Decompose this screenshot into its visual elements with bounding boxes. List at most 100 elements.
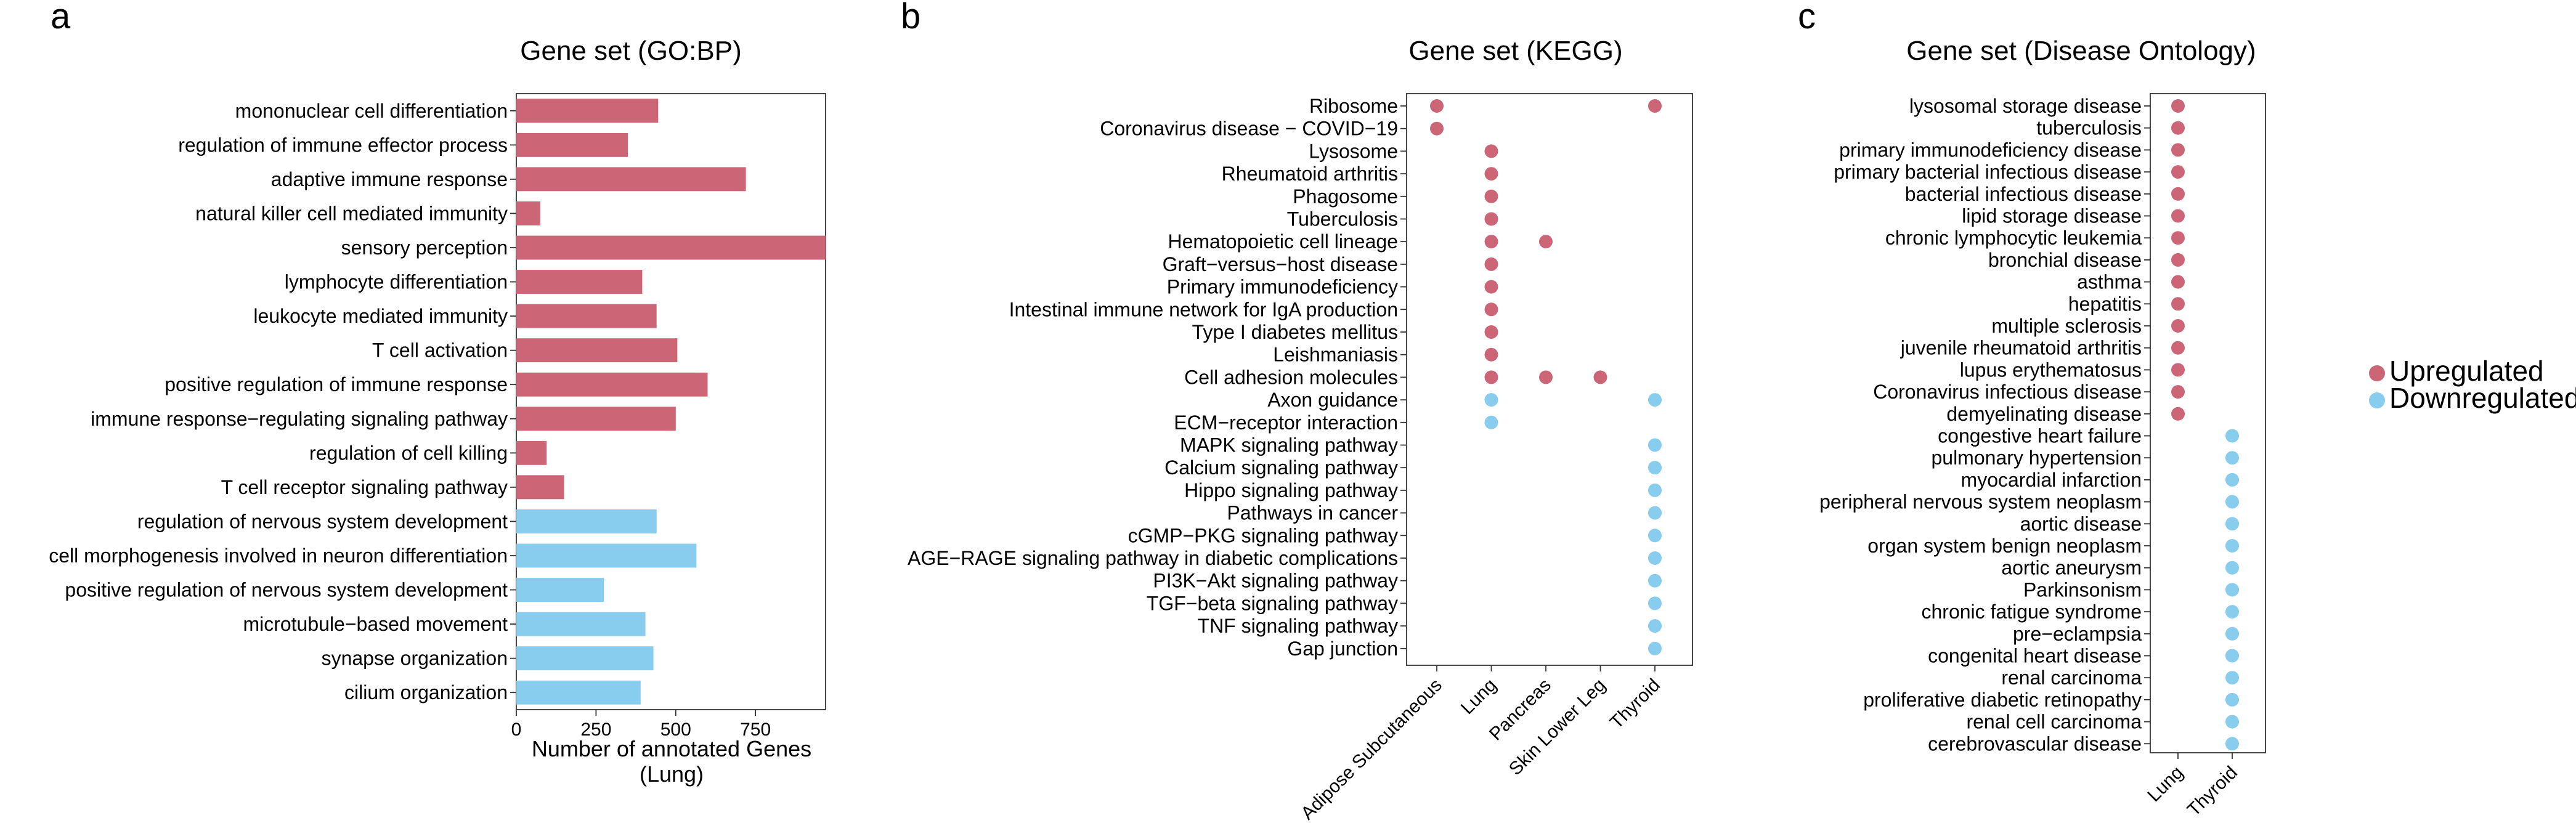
bar-11 (516, 440, 547, 465)
y-tick-label: lipid storage disease (1962, 205, 2142, 227)
y-tick-label: Leishmaniasis (1273, 344, 1398, 366)
dot-up (2171, 187, 2185, 201)
x-tick-label: Lung (2143, 763, 2187, 806)
dot-up (2171, 99, 2185, 113)
dot-down (1648, 551, 1662, 565)
y-tick-label: chronic fatigue syndrome (1921, 601, 2142, 623)
dot-up (1484, 167, 1498, 181)
panel-c-plot-border (2150, 93, 2266, 753)
y-tick-label: AGE−RAGE signaling pathway in diabetic c… (908, 547, 1398, 569)
bar-17 (516, 646, 654, 671)
panel-b-title: Gene set (KEGG) (1408, 36, 1622, 66)
y-tick-label: regulation of nervous system development (137, 510, 508, 532)
panel-letter-a: a (51, 0, 71, 36)
bar-4 (516, 201, 540, 225)
panel-c-title: Gene set (Disease Ontology) (1906, 36, 2256, 66)
y-tick-label: chronic lymphocytic leukemia (1885, 227, 2142, 249)
y-tick-label: leukocyte mediated immunity (253, 305, 508, 327)
panel-a-plot-border (516, 93, 826, 710)
x-tick-label: Thyroid (1606, 675, 1664, 733)
dot-down (1648, 529, 1662, 543)
bar-2 (516, 132, 628, 157)
dot-down (2225, 495, 2239, 509)
y-tick-label: immune response−regulating signaling pat… (91, 408, 508, 430)
dot-down (2225, 626, 2239, 641)
panel-a-title: Gene set (GO:BP) (520, 36, 741, 66)
dot-up (2171, 341, 2185, 355)
dot-up (1484, 325, 1498, 339)
dot-up (2171, 165, 2185, 179)
bar-14 (516, 543, 697, 568)
y-tick-label: Calcium signaling pathway (1164, 456, 1398, 479)
y-tick-label: TGF−beta signaling pathway (1147, 592, 1398, 614)
dot-up (1484, 235, 1498, 249)
dot-down (1648, 641, 1662, 655)
y-tick-label: T cell activation (372, 339, 508, 362)
panel-b-plot-border (1406, 93, 1693, 666)
panel-letter-b: b (901, 0, 920, 36)
dot-up (1484, 144, 1498, 158)
dot-down (1648, 506, 1662, 520)
panel-a-x-axis-label-line2: (Lung) (640, 761, 704, 787)
y-tick-label: T cell receptor signaling pathway (221, 476, 508, 498)
y-tick-label: demyelinating disease (1946, 403, 2142, 425)
y-tick-label: Hematopoietic cell lineage (1168, 230, 1398, 253)
x-tick-label: 750 (740, 719, 771, 740)
dot-down (2225, 715, 2239, 729)
dot-up (2171, 143, 2185, 157)
y-tick-label: Pathways in cancer (1227, 502, 1399, 524)
dot-down (1648, 461, 1662, 475)
y-tick-label: Parkinsonism (2023, 578, 2142, 601)
y-tick-label: Gap junction (1287, 638, 1398, 660)
dot-down (1648, 438, 1662, 452)
y-tick-label: adaptive immune response (271, 168, 508, 190)
dot-up (2171, 275, 2185, 289)
y-tick-label: primary immunodeficiency disease (1839, 139, 2142, 161)
bar-8 (516, 338, 678, 363)
bar-7 (516, 304, 657, 328)
dot-up (1539, 235, 1553, 249)
dot-down (2225, 605, 2239, 619)
dot-up (2171, 121, 2185, 135)
dot-up (1484, 370, 1498, 384)
dot-up (1484, 347, 1498, 362)
dot-up (2171, 297, 2185, 311)
panel-a-bar-chart: mononuclear cell differentiation regulati… (49, 93, 826, 787)
dot-down (1484, 393, 1498, 407)
y-tick-label: mononuclear cell differentiation (235, 100, 508, 122)
bar-9 (516, 372, 708, 397)
y-tick-label: renal cell carcinoma (1966, 711, 2142, 733)
dot-up (2171, 209, 2185, 223)
y-tick-label: juvenile rheumatoid arthritis (1900, 337, 2142, 359)
dot-down (2225, 737, 2239, 751)
dot-up (2171, 385, 2185, 399)
y-tick-label: cGMP−PKG signaling pathway (1128, 524, 1398, 546)
x-tick-label: 500 (660, 719, 691, 740)
y-tick-label: ECM−receptor interaction (1174, 411, 1398, 434)
dot-up (1648, 99, 1662, 113)
dot-up (2171, 319, 2185, 333)
dot-down (2225, 561, 2239, 575)
bar-13 (516, 509, 657, 533)
x-tick-label: Adipose Subcutaneous (1297, 675, 1446, 824)
bar-6 (516, 270, 643, 294)
y-tick-label: bacterial infectious disease (1905, 183, 2142, 205)
y-tick-label: Type I diabetes mellitus (1192, 321, 1398, 343)
dot-up (1484, 302, 1498, 317)
bar-5 (516, 235, 826, 260)
dot-down (2225, 517, 2239, 531)
y-tick-label: tuberculosis (2036, 117, 2142, 139)
y-tick-label: Primary immunodeficiency (1167, 276, 1398, 298)
y-tick-label: primary bacterial infectious disease (1834, 161, 2142, 183)
dot-down (1648, 393, 1662, 407)
dot-down (2225, 671, 2239, 685)
y-tick-label: pulmonary hypertension (1931, 447, 2142, 469)
dot-up (1430, 121, 1444, 136)
legend-downregulated-swatch (2369, 392, 2385, 408)
y-tick-label: regulation of cell killing (309, 442, 508, 464)
y-tick-label: TNF signaling pathway (1198, 615, 1398, 637)
y-tick-label: natural killer cell mediated immunity (195, 202, 508, 224)
legend-upregulated-swatch (2369, 365, 2385, 381)
dot-up (1484, 280, 1498, 294)
